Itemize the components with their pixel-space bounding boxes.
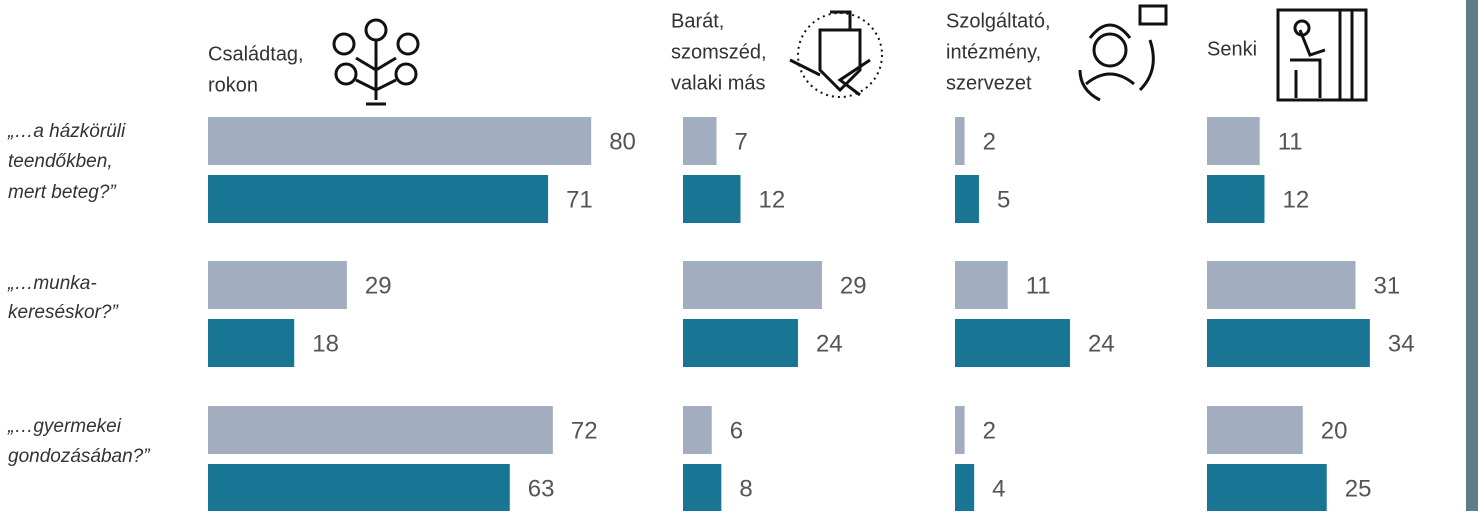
row-label: kereséskor?”: [8, 302, 119, 323]
icon-hands: [789, 10, 883, 98]
bar: [1207, 406, 1303, 454]
edge-strip: [1466, 0, 1478, 511]
row-label: „…a házkörüli: [7, 121, 126, 142]
value-label: 34: [1388, 330, 1415, 357]
bar: [1207, 117, 1260, 165]
bar: [955, 406, 965, 454]
panel-title: intézmény,: [946, 41, 1041, 63]
value-label: 24: [1088, 330, 1115, 357]
bar: [208, 175, 549, 223]
row-label: gondozásában?”: [8, 446, 151, 467]
bar: [1207, 175, 1265, 223]
bar: [208, 319, 295, 367]
bar: [955, 261, 1008, 309]
panel-title: szervezet: [946, 72, 1032, 94]
bar: [1207, 464, 1327, 512]
value-label: 12: [1282, 186, 1309, 213]
value-label: 29: [365, 272, 392, 299]
bar: [683, 175, 741, 223]
value-label: 2: [983, 128, 996, 155]
value-label: 6: [730, 417, 743, 444]
value-label: 20: [1321, 417, 1348, 444]
value-label: 71: [566, 186, 593, 213]
row-label: „…gyermekei: [7, 416, 122, 437]
bar: [955, 117, 965, 165]
bar: [208, 464, 510, 512]
bar: [683, 406, 712, 454]
value-label: 80: [609, 128, 636, 155]
row-label: „…munka-: [7, 273, 97, 294]
panel-title: Barát,: [671, 10, 724, 32]
bar: [955, 175, 979, 223]
value-label: 8: [739, 475, 752, 502]
panel-title: Szolgáltató,: [946, 10, 1051, 32]
value-label: 2: [983, 417, 996, 444]
icon-tree: [332, 18, 420, 106]
panel-title: Családtag,: [208, 43, 304, 65]
row-label: teendőkben,: [8, 151, 113, 172]
value-label: 11: [1278, 128, 1303, 155]
bar: [1207, 261, 1356, 309]
value-label: 5: [997, 186, 1010, 213]
icon-support: [1078, 4, 1168, 102]
value-label: 18: [312, 330, 339, 357]
value-label: 25: [1345, 475, 1372, 502]
bar: [955, 464, 975, 512]
value-label: 29: [840, 272, 867, 299]
bar: [208, 406, 553, 454]
bar: [1207, 319, 1370, 367]
icon-alone: [1276, 8, 1368, 102]
bar: [208, 261, 347, 309]
panel-title: valaki más: [671, 72, 765, 94]
value-label: 11: [1026, 272, 1051, 299]
panel-title: Senki: [1207, 38, 1257, 60]
value-label: 4: [992, 475, 1005, 502]
value-label: 7: [735, 128, 748, 155]
value-label: 63: [528, 475, 555, 502]
bar: [683, 117, 717, 165]
value-label: 24: [816, 330, 843, 357]
bar: [208, 117, 592, 165]
bar: [683, 464, 722, 512]
bar: [955, 319, 1070, 367]
row-label: mert beteg?”: [8, 182, 117, 203]
panel-title: szomszéd,: [671, 41, 767, 63]
panel-title: rokon: [208, 74, 258, 96]
bar: [683, 261, 822, 309]
bar: [683, 319, 798, 367]
value-label: 72: [571, 417, 598, 444]
value-label: 31: [1373, 272, 1400, 299]
value-label: 12: [758, 186, 785, 213]
